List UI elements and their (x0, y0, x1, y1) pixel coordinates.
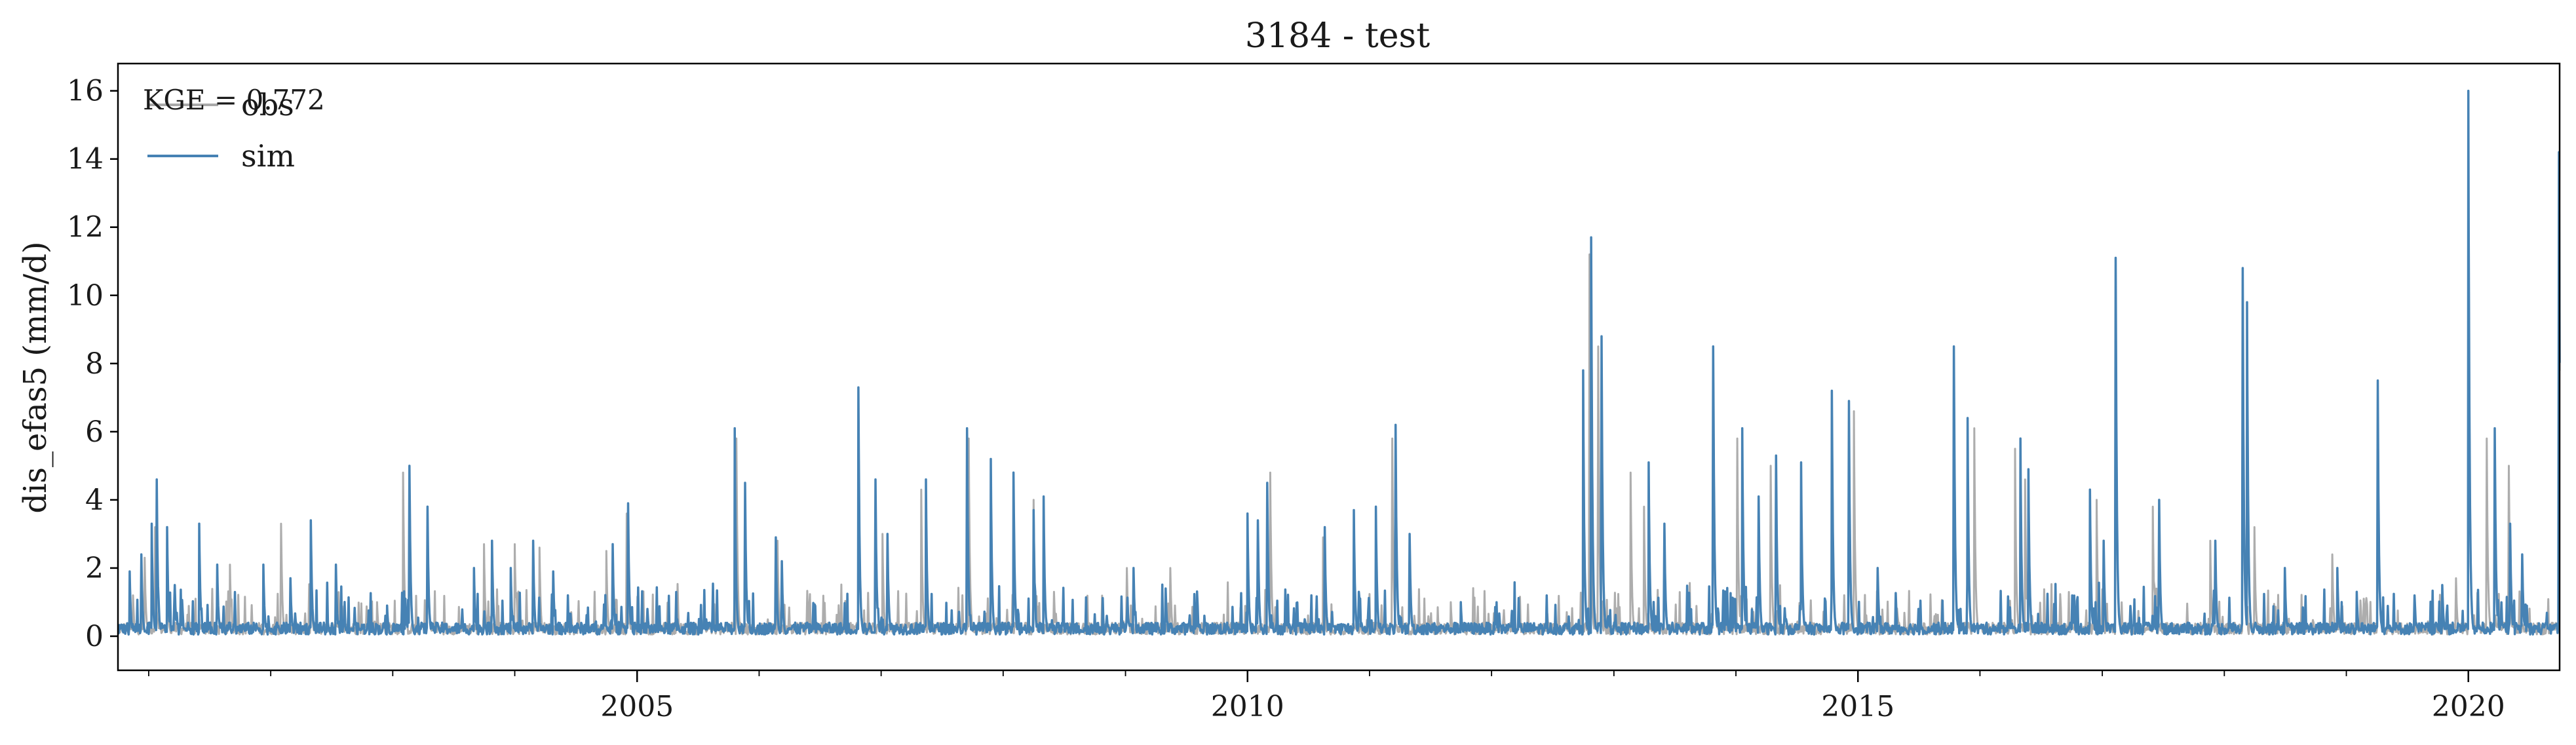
x-tick-label-3: 2020 (2432, 690, 2505, 723)
plot-frame (117, 62, 2561, 672)
x-tick-label-0: 2005 (600, 690, 674, 723)
plot-area: 0 2 4 6 8 10 12 14 16 2005 2010 2015 2020 obs sim KGE =… (67, 62, 2561, 723)
y-tick-label-3: 6 (85, 415, 104, 449)
x-tick-label-2: 2015 (1821, 690, 1894, 723)
y-axis-label: dis_efas5 (mm/d) (17, 241, 54, 513)
legend-label-sim: sim (241, 138, 295, 174)
y-tick-label-8: 16 (67, 75, 104, 108)
y-tick-label-5: 10 (67, 279, 104, 313)
chart-title: 3184 - test (1245, 16, 1430, 56)
y-tick-label-7: 14 (67, 143, 104, 176)
y-tick-label-6: 12 (67, 211, 104, 244)
y-tick-label-1: 2 (85, 552, 104, 585)
legend-label-obs: obs (241, 87, 294, 123)
y-tick-label-4: 8 (85, 347, 104, 381)
series-line-sim (117, 89, 2561, 636)
y-tick-label-2: 4 (85, 484, 104, 517)
y-tick-label-0: 0 (85, 620, 104, 653)
kge-annotation: KGE = 0.772 (143, 84, 325, 116)
x-tick-label-1: 2010 (1211, 690, 1284, 723)
